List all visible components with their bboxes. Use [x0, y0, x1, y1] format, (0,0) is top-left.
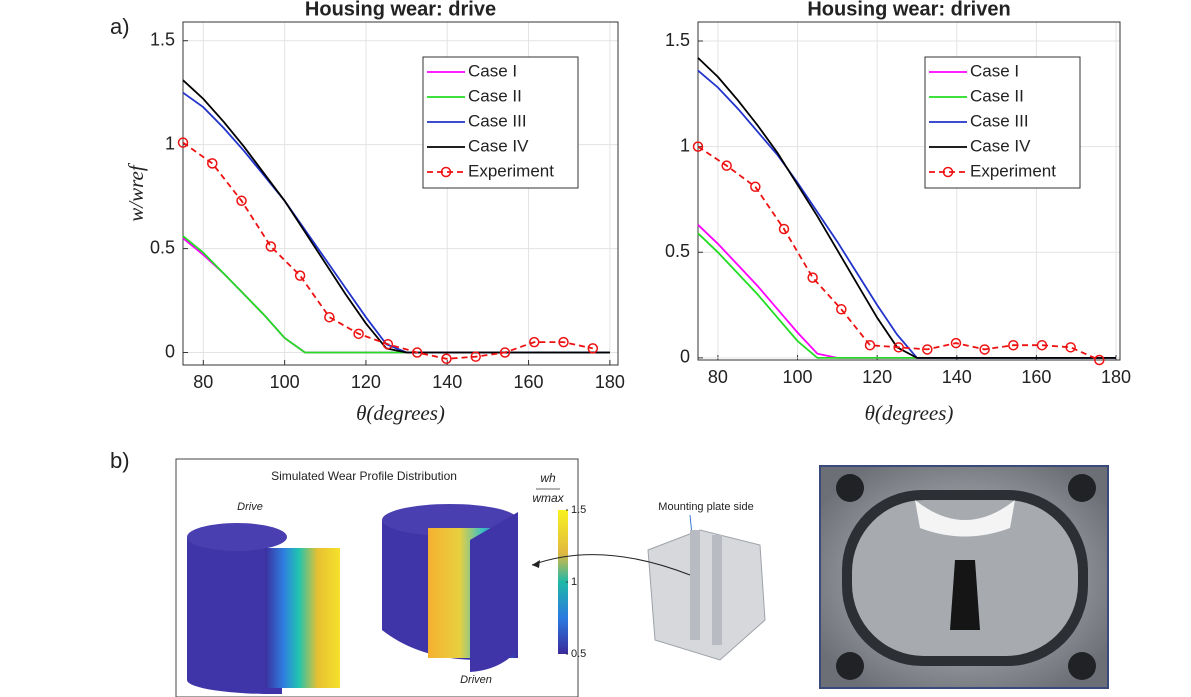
- legend-label: Case III: [970, 111, 1029, 130]
- x-tick-label: 120: [351, 372, 381, 392]
- legend-label: Case IV: [468, 136, 529, 155]
- colorbar-tick-label: 1: [571, 576, 577, 588]
- y-tick-label: 1: [165, 133, 175, 153]
- simulation-panel: Simulated Wear Profile Distribution Driv…: [176, 459, 578, 697]
- x-tick-label: 80: [708, 367, 728, 387]
- colorbar-label-num: wh: [540, 471, 556, 485]
- colorbar-label-den: wmax: [532, 491, 564, 505]
- x-tick-label: 100: [270, 372, 300, 392]
- panel-label: b): [110, 448, 130, 473]
- panel-title: Simulated Wear Profile Distribution: [271, 469, 457, 483]
- x-tick-label: 180: [595, 372, 625, 392]
- x-tick-label: 140: [942, 367, 972, 387]
- chart-title: Housing wear: driven: [807, 0, 1010, 20]
- x-tick-label: 120: [862, 367, 892, 387]
- legend-label: Case I: [468, 61, 517, 80]
- housing-photo: [820, 466, 1108, 688]
- y-axis-label: w/wref: [124, 162, 148, 222]
- driven-label: Driven: [460, 674, 492, 686]
- x-axis-label: θ(degrees): [356, 401, 445, 425]
- y-tick-label: 1.5: [665, 30, 690, 50]
- y-tick-label: 0.5: [150, 237, 175, 257]
- drive-label: Drive: [237, 501, 263, 513]
- legend-label: Case II: [468, 86, 522, 105]
- x-axis-label: θ(degrees): [865, 401, 954, 425]
- y-tick-label: 1.5: [150, 29, 175, 49]
- callout: Mounting plate side: [658, 501, 753, 513]
- legend-label: Experiment: [970, 161, 1056, 180]
- y-tick-label: 1: [680, 135, 690, 155]
- y-tick-label: 0: [165, 341, 175, 361]
- y-tick-label: 0: [680, 347, 690, 367]
- x-tick-label: 160: [514, 372, 544, 392]
- legend-label: Case II: [970, 86, 1024, 105]
- x-tick-label: 100: [783, 367, 813, 387]
- x-tick-label: 140: [432, 372, 462, 392]
- x-tick-label: 160: [1021, 367, 1051, 387]
- legend-label: Case III: [468, 111, 527, 130]
- panel-label: a): [110, 14, 130, 39]
- y-tick-label: 0.5: [665, 241, 690, 261]
- legend-label: Case I: [970, 61, 1019, 80]
- x-tick-label: 180: [1101, 367, 1131, 387]
- legend-label: Case IV: [970, 136, 1031, 155]
- legend-label: Experiment: [468, 161, 554, 180]
- colorbar-tick-label: 0.5: [571, 648, 586, 660]
- figure: a) b) Simulated Wear Profile Distributio…: [0, 0, 1191, 697]
- colorbar-tick-label: 1.5: [571, 504, 586, 516]
- chart-title: Housing wear: drive: [305, 0, 496, 20]
- x-tick-label: 80: [193, 372, 213, 392]
